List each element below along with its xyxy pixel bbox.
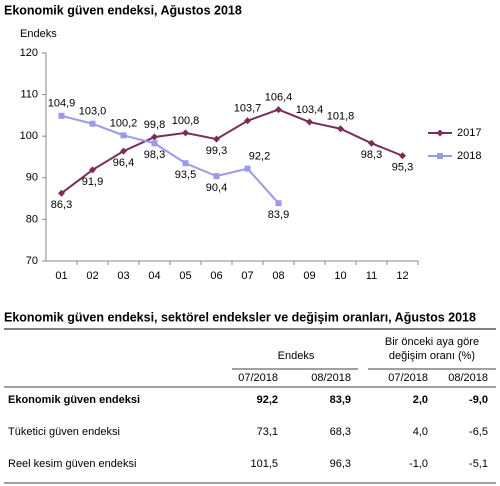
marker <box>58 112 65 119</box>
marker <box>213 173 220 180</box>
column-header: 08/2018 <box>448 372 488 384</box>
x-tick-label: 06 <box>210 270 222 282</box>
data-label: 91,9 <box>82 176 103 188</box>
cell: 68,3 <box>330 426 351 438</box>
series-line <box>61 114 280 204</box>
data-label: 95,3 <box>392 162 413 174</box>
cell: 96,3 <box>330 458 351 470</box>
data-label: 103,4 <box>296 104 324 116</box>
marker <box>89 120 96 127</box>
x-tick-label: 05 <box>179 270 191 282</box>
data-label: 99,8 <box>144 119 165 131</box>
column-header: 08/2018 <box>311 372 351 384</box>
y-tick-label: 90 <box>26 172 38 184</box>
x-tick-label: 12 <box>396 270 408 282</box>
cell: 4,0 <box>413 426 428 438</box>
cell: 101,5 <box>250 458 278 470</box>
x-tick-label: 08 <box>272 270 284 282</box>
y-tick-label: 80 <box>26 213 38 225</box>
row-label: Reel kesim güven endeksi <box>8 458 136 470</box>
y-tick-label: 120 <box>20 47 38 59</box>
data-label: 100,8 <box>172 115 200 127</box>
table-title: Ekonomik güven endeksi, sektörel endeksl… <box>4 310 476 324</box>
marker <box>399 152 406 160</box>
marker <box>151 133 158 141</box>
marker <box>368 139 375 147</box>
data-label: 92,2 <box>249 151 270 163</box>
x-tick-label: 03 <box>117 270 129 282</box>
chart-title: Ekonomik güven endeksi, Ağustos 2018 <box>4 3 242 17</box>
x-tick-label: 11 <box>366 270 377 282</box>
y-tick-label: 70 <box>26 255 38 267</box>
data-label: 98,3 <box>361 149 382 161</box>
data-label: 103,7 <box>234 103 262 115</box>
data-label: 86,3 <box>51 199 72 211</box>
group-header: Bir önceki aya göre <box>385 336 479 348</box>
data-label: 100,2 <box>110 117 138 129</box>
series-line <box>60 108 403 194</box>
marker <box>151 140 158 147</box>
marker <box>182 160 189 167</box>
marker <box>89 166 96 174</box>
marker <box>337 125 344 133</box>
marker <box>213 135 220 143</box>
legend-label: 2017 <box>457 127 481 139</box>
data-label: 90,4 <box>206 182 227 194</box>
cell: 2,0 <box>413 394 428 406</box>
marker <box>120 147 127 155</box>
x-tick-label: 04 <box>148 270 160 282</box>
x-tick-label: 02 <box>86 270 98 282</box>
marker <box>244 165 251 172</box>
group-header: Endeks <box>278 350 315 362</box>
data-label: 103,0 <box>79 106 107 118</box>
cell: -5,1 <box>469 458 488 470</box>
cell: -1,0 <box>409 458 428 470</box>
y-axis-label: Endeks <box>20 28 57 40</box>
data-label: 96,4 <box>113 157 134 169</box>
cell: -9,0 <box>469 394 488 406</box>
data-label: 93,5 <box>175 169 196 181</box>
data-label: 101,8 <box>327 111 355 123</box>
group-header: değişim oranı (%) <box>389 350 475 362</box>
row-label: Tüketici güven endeksi <box>8 426 120 438</box>
marker <box>244 117 251 125</box>
data-label: 83,9 <box>268 209 289 221</box>
marker <box>120 132 127 139</box>
x-tick-label: 10 <box>334 270 346 282</box>
data-label: 98,3 <box>144 149 165 161</box>
marker <box>182 129 189 137</box>
x-tick-label: 09 <box>303 270 315 282</box>
data-label: 104,9 <box>48 98 76 110</box>
y-tick-label: 110 <box>20 89 38 101</box>
cell: 73,1 <box>257 426 278 438</box>
marker <box>275 200 282 207</box>
x-tick-label: 07 <box>241 270 253 282</box>
x-tick-label: 01 <box>55 270 67 282</box>
legend-marker <box>437 153 443 159</box>
cell: 92,2 <box>257 394 278 406</box>
marker <box>306 118 313 126</box>
data-label: 99,3 <box>206 145 227 157</box>
column-header: 07/2018 <box>388 372 428 384</box>
data-label: 106,4 <box>265 91 293 103</box>
marker <box>58 189 65 197</box>
column-header: 07/2018 <box>238 372 278 384</box>
legend-label: 2018 <box>457 150 481 162</box>
cell: -6,5 <box>469 426 488 438</box>
legend-marker <box>436 129 444 137</box>
y-tick-label: 100 <box>20 130 38 142</box>
cell: 83,9 <box>330 394 351 406</box>
marker <box>275 106 282 114</box>
row-label: Ekonomik güven endeksi <box>8 394 140 406</box>
